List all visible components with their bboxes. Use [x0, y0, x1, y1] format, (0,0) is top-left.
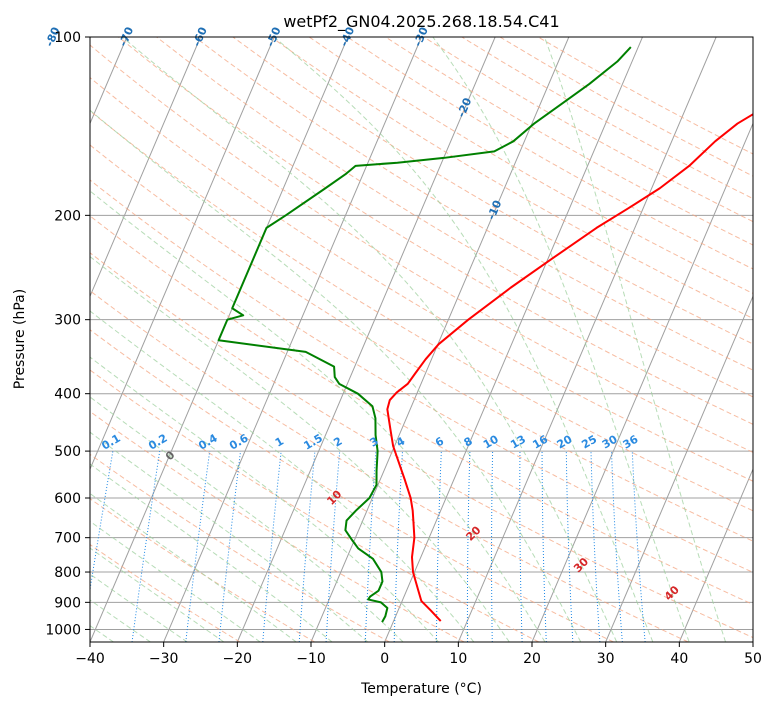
dry-adiabat-line: [90, 369, 540, 642]
dry-adiabat-line: [194, 37, 753, 371]
isotherm-line: [678, 467, 753, 642]
x-tick-label: 10: [449, 651, 467, 667]
y-tick-label: 200: [54, 208, 81, 224]
isotherm-line: [752, 640, 753, 642]
moist-adiabat-line: [432, 37, 690, 642]
isotherm-line: [531, 122, 753, 642]
y-tick-label: 400: [54, 387, 81, 403]
mixing-ratio-line: [610, 451, 623, 642]
moist-adiabat-line: [90, 255, 510, 642]
x-tick-label: 30: [597, 651, 615, 667]
dry-adiabat-line: [90, 215, 753, 606]
mixing-ratio-line: [185, 451, 211, 642]
y-tick-label: 600: [54, 491, 81, 507]
mixing-ratio-line: [298, 451, 316, 642]
mixing-ratio-line: [565, 451, 574, 642]
y-axis: 1000 900 800 700 600 500 400 300 200 100: [45, 30, 90, 638]
moist-adiabat-line: [90, 573, 188, 642]
dry-adiabat-line: [90, 290, 689, 642]
moist-adiabat-line: [90, 190, 546, 642]
isotherm-line: [384, 37, 643, 642]
x-axis-label: Temperature (°C): [360, 681, 482, 697]
plot-area: [90, 37, 753, 642]
mixing-ratio-line: [325, 451, 341, 642]
y-axis-label: Pressure (hPa): [12, 289, 28, 389]
y-tick-label: 500: [54, 444, 81, 460]
mixing-ratio-line: [364, 451, 377, 642]
moist-adiabat-line: [90, 547, 225, 642]
mixing-ratio-line: [218, 451, 242, 642]
isotherm-line: [236, 37, 496, 642]
mixing-ratio-line: [435, 451, 442, 642]
moist-adiabat-line: [90, 431, 368, 642]
mixing-ratio-line: [393, 451, 403, 642]
dry-adiabat-line: [90, 76, 753, 482]
isotherm-line: [163, 37, 422, 642]
x-tick-label: −20: [223, 651, 253, 667]
mixing-ratio-line: [590, 451, 601, 642]
x-tick-label: 50: [744, 651, 762, 667]
dry-adiabat-line: [90, 110, 753, 512]
moist-adiabat-line: [544, 37, 727, 642]
chart-title: wetPf2_GN04.2025.268.18.54.C41: [283, 12, 559, 32]
y-tick-label: 100: [54, 30, 81, 46]
mixing-ratio-line: [541, 451, 547, 642]
temperature-profile: [386, 113, 753, 622]
x-tick-label: −30: [149, 651, 179, 667]
moist-adiabat-line: [90, 356, 439, 642]
x-tick-label: −40: [75, 651, 105, 667]
dry-adiabat-line: [90, 498, 315, 642]
dry-adiabat-line: [90, 179, 753, 573]
x-axis: −40 −30 −20 −10 0 10 20 30 40 50: [75, 642, 762, 667]
dry-adiabat-line: [90, 252, 753, 639]
y-tick-label: 1000: [45, 622, 81, 638]
moist-adiabat-line: [90, 109, 582, 642]
moist-adiabat-line: [90, 310, 475, 642]
moist-adiabat-line: [90, 520, 261, 642]
y-tick-label: 900: [54, 595, 81, 611]
x-tick-label: 20: [523, 651, 541, 667]
dry-adiabat-line: [156, 37, 753, 398]
mixing-ratio-line: [491, 451, 494, 642]
y-tick-label: 800: [54, 565, 81, 581]
mixing-ratio-line: [519, 451, 523, 642]
x-tick-label: 40: [670, 651, 688, 667]
dry-adiabat-line: [90, 144, 753, 542]
moist-adiabat-line: [273, 37, 654, 642]
isotherm-line: [605, 295, 753, 642]
mixing-ratio-line: [262, 451, 282, 642]
x-tick-label: −10: [296, 651, 326, 667]
moist-adiabat-line: [121, 37, 618, 642]
dewpoint-profile: [217, 46, 632, 623]
y-tick-label: 300: [54, 313, 81, 329]
dry-adiabat-line: [90, 410, 465, 642]
x-tick-label: 0: [380, 651, 389, 667]
mixing-ratio-line: [466, 451, 471, 642]
isotherm-line: [457, 37, 717, 642]
moist-adiabat-line: [90, 463, 333, 642]
dry-adiabat-line: [90, 453, 390, 642]
isotherm-line: [90, 37, 201, 298]
dry-adiabat-line: [232, 37, 753, 345]
y-tick-label: 700: [54, 531, 81, 547]
mixing-ratio-line: [631, 451, 646, 642]
dry-adiabat-line: [270, 37, 753, 319]
isotherm-line: [90, 37, 275, 471]
mixing-ratio-line: [131, 451, 161, 642]
plot-frame: [89, 36, 754, 643]
